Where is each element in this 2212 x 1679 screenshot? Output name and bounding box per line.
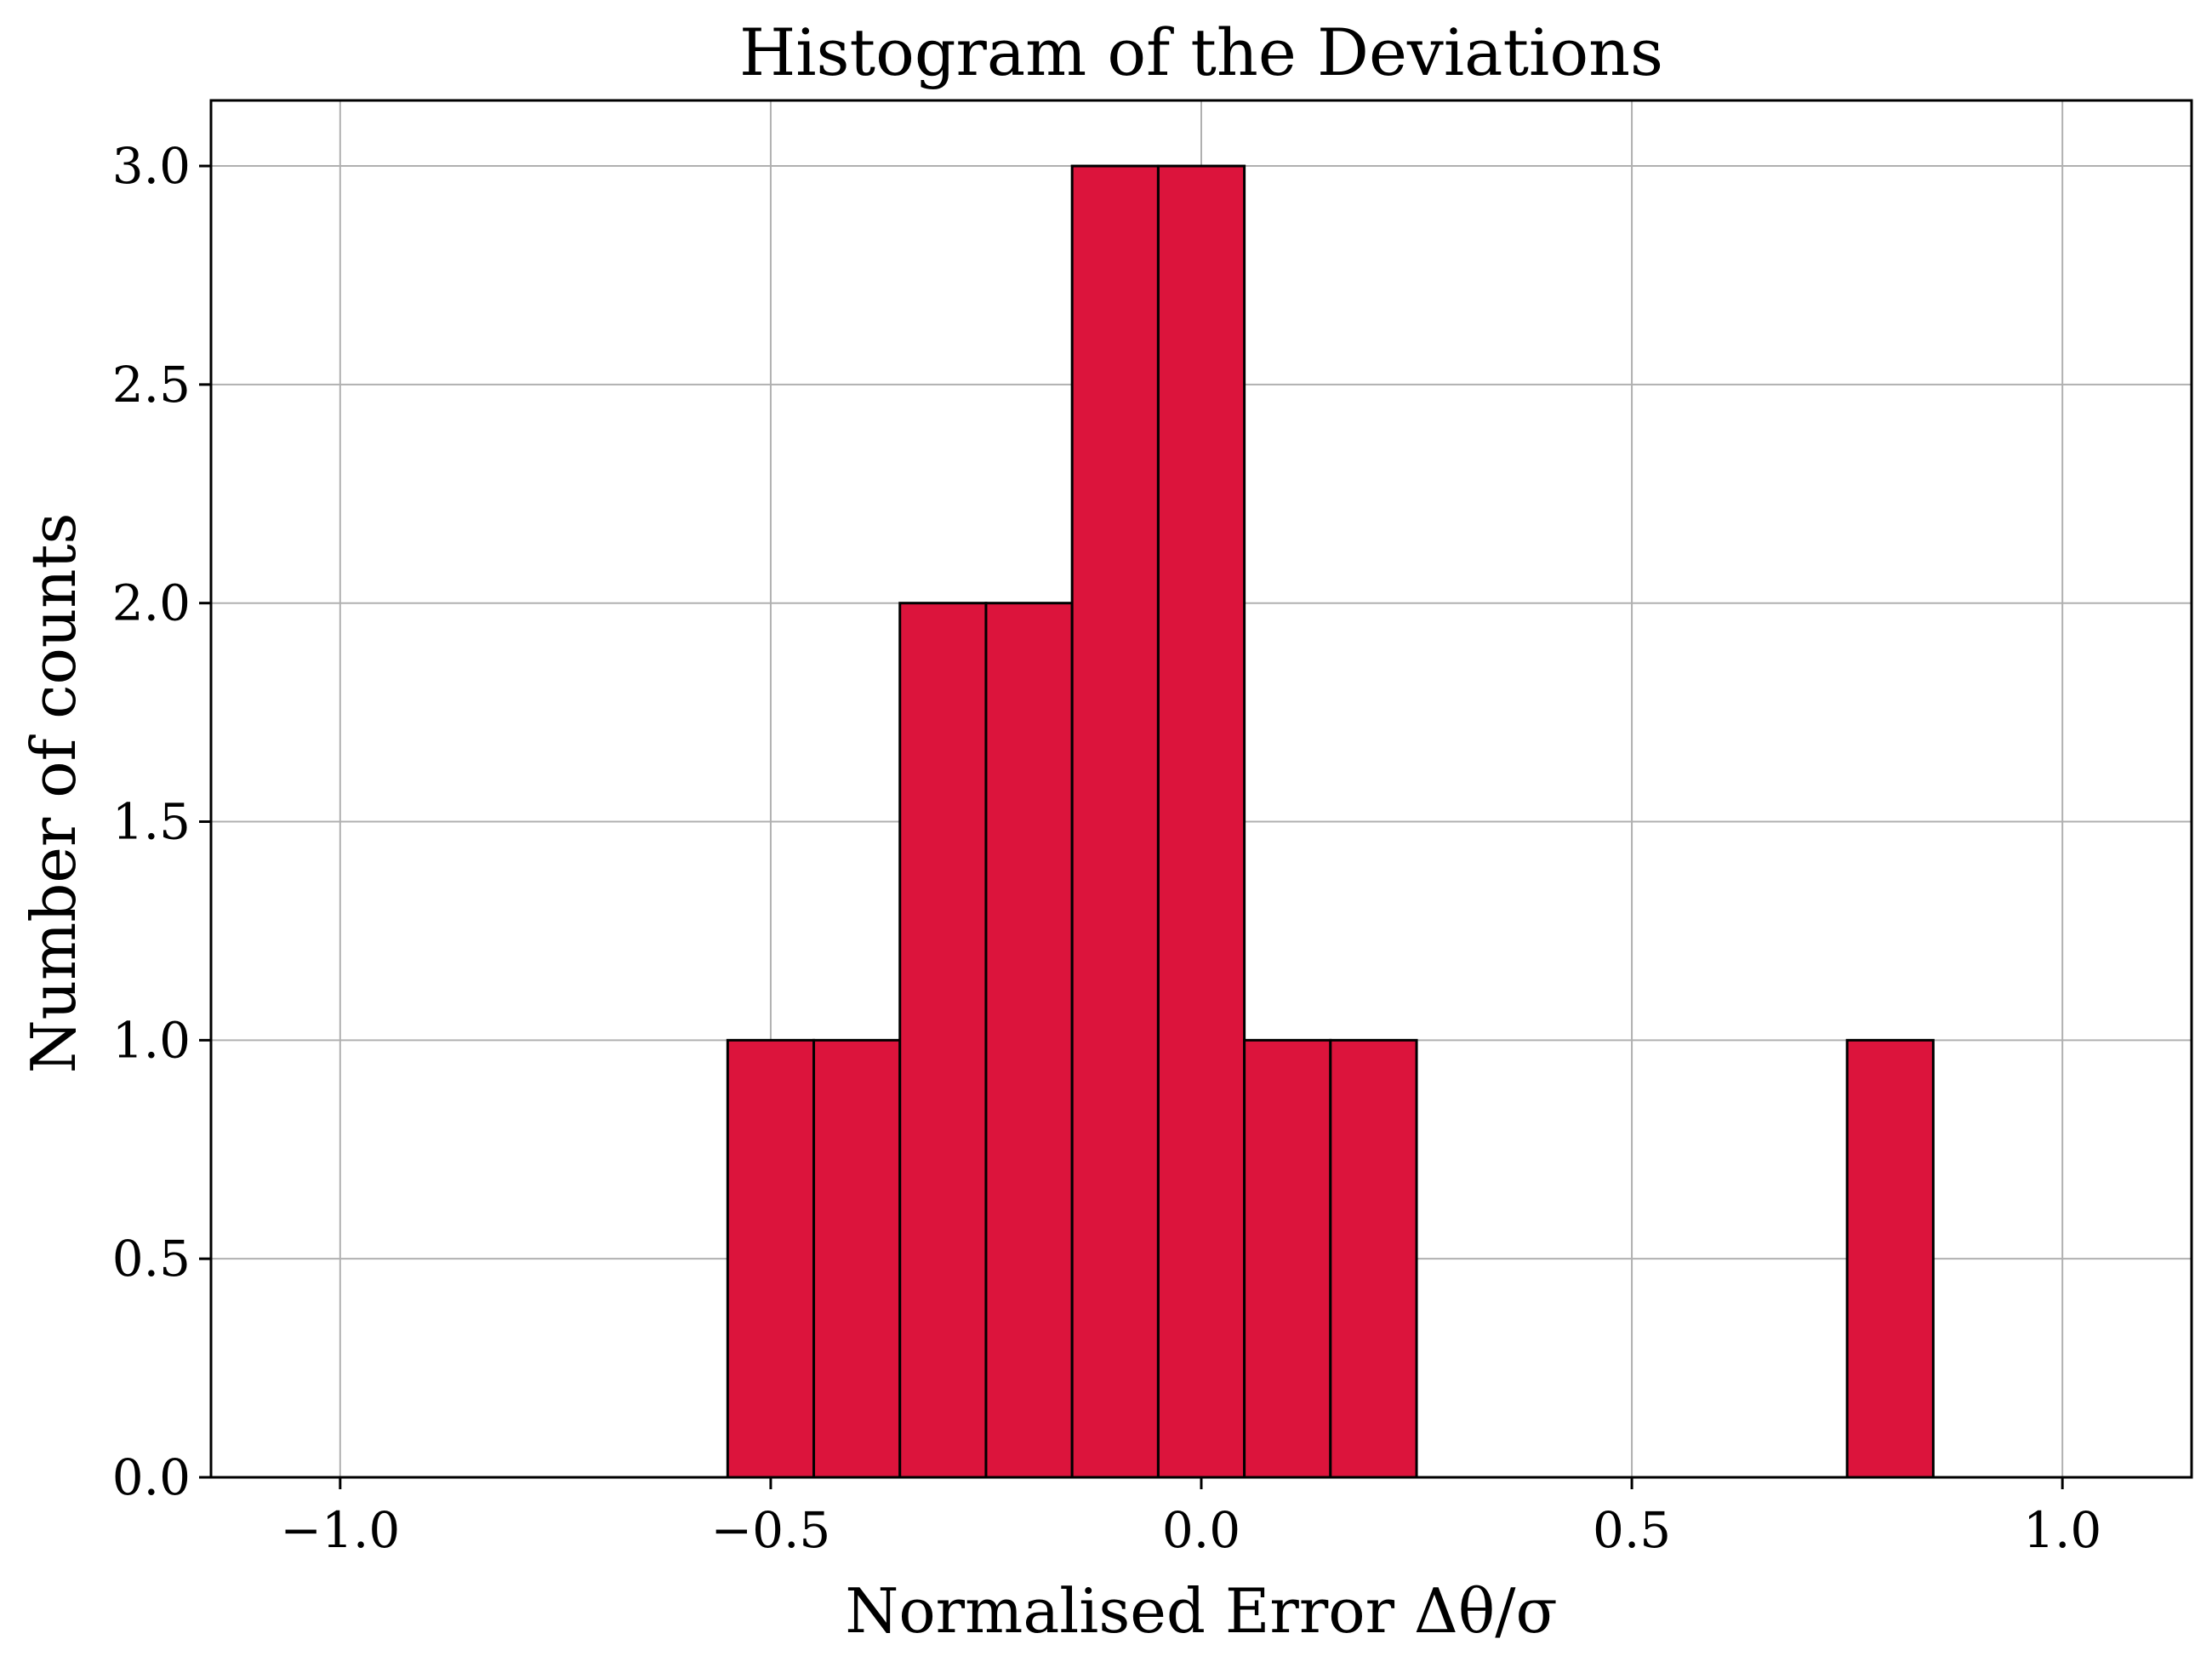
histogram-bar bbox=[984, 602, 1074, 1479]
histogram-bar bbox=[1845, 1038, 1935, 1479]
x-tick-label: 0.0 bbox=[1162, 1501, 1240, 1559]
y-tick-label: 0.5 bbox=[112, 1230, 191, 1288]
y-tick-label: 2.5 bbox=[112, 356, 191, 414]
y-tick-label: 0.0 bbox=[112, 1448, 191, 1506]
x-axis-label: Normalised Error Δθ/σ bbox=[845, 1575, 1557, 1647]
y-tick-label: 3.0 bbox=[112, 137, 191, 195]
axis-ticks: −1.0 −0.5 0.0 0.5 1.0 0.0 0.5 1.0 1.5 2.0 2.5 3.0 bbox=[112, 137, 2102, 1559]
histogram-bar bbox=[1070, 164, 1160, 1479]
histogram-bar bbox=[1243, 1038, 1332, 1479]
x-tick-label: −1.0 bbox=[280, 1501, 400, 1559]
histogram-bar bbox=[1329, 1038, 1418, 1479]
y-tick-label: 1.5 bbox=[112, 793, 191, 851]
histogram-bar bbox=[1156, 164, 1246, 1479]
x-tick-label: −0.5 bbox=[710, 1501, 830, 1559]
histogram-bar bbox=[812, 1038, 902, 1479]
y-tick-label: 1.0 bbox=[112, 1011, 191, 1069]
x-tick-label: 1.0 bbox=[2023, 1501, 2101, 1559]
y-tick-label: 2.0 bbox=[112, 574, 191, 632]
chart-title: Histogram of the Deviations bbox=[739, 14, 1663, 90]
histogram-bar bbox=[726, 1038, 816, 1479]
histogram-bars bbox=[297, 164, 2106, 1479]
histogram-bar bbox=[898, 602, 988, 1479]
y-axis-label: Number of counts bbox=[18, 513, 89, 1074]
x-tick-label: 0.5 bbox=[1593, 1501, 1671, 1559]
